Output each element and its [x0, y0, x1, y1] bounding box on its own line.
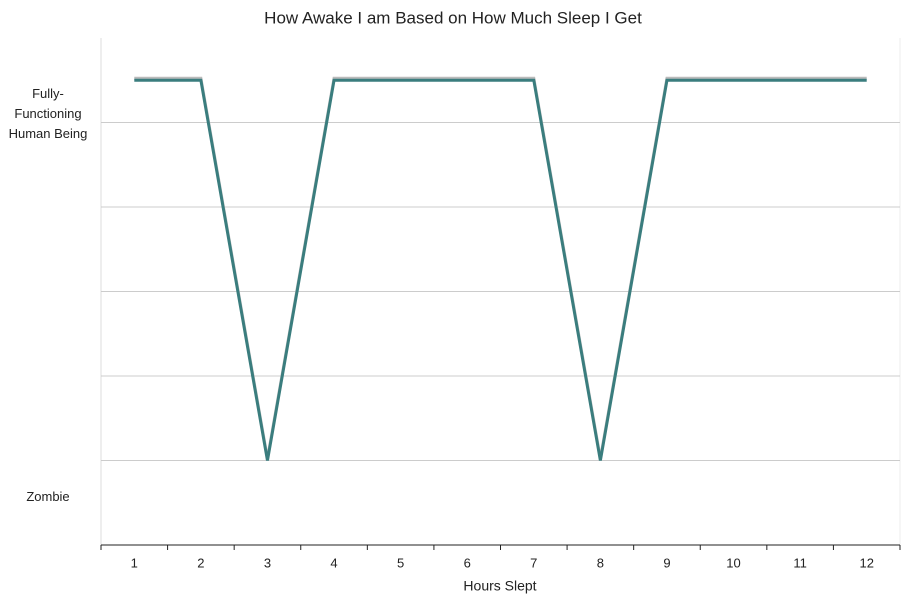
x-tick-label: 3 [264, 555, 271, 570]
y-tick-label: Fully-Functioning Human Being [8, 86, 88, 142]
x-tick-label: 10 [726, 555, 740, 570]
x-tick-label: 4 [330, 555, 337, 570]
line [134, 78, 867, 461]
x-tick-label: 2 [197, 555, 204, 570]
chart-title: How Awake I am Based on How Much Sleep I… [264, 8, 642, 27]
x-axis-label: Hours Slept [463, 578, 536, 594]
y-tick-label: Zombie [26, 488, 70, 504]
x-tick-label: 7 [530, 555, 537, 570]
x-tick-label: 5 [397, 555, 404, 570]
x-tick-label: 12 [859, 555, 873, 570]
x-tick-label: 6 [464, 555, 471, 570]
x-tick-label: 1 [131, 555, 138, 570]
x-tick-label: 8 [597, 555, 604, 570]
line-shadow [134, 76, 867, 459]
x-tick-label: 11 [793, 555, 807, 570]
x-tick-label: 9 [663, 555, 670, 570]
